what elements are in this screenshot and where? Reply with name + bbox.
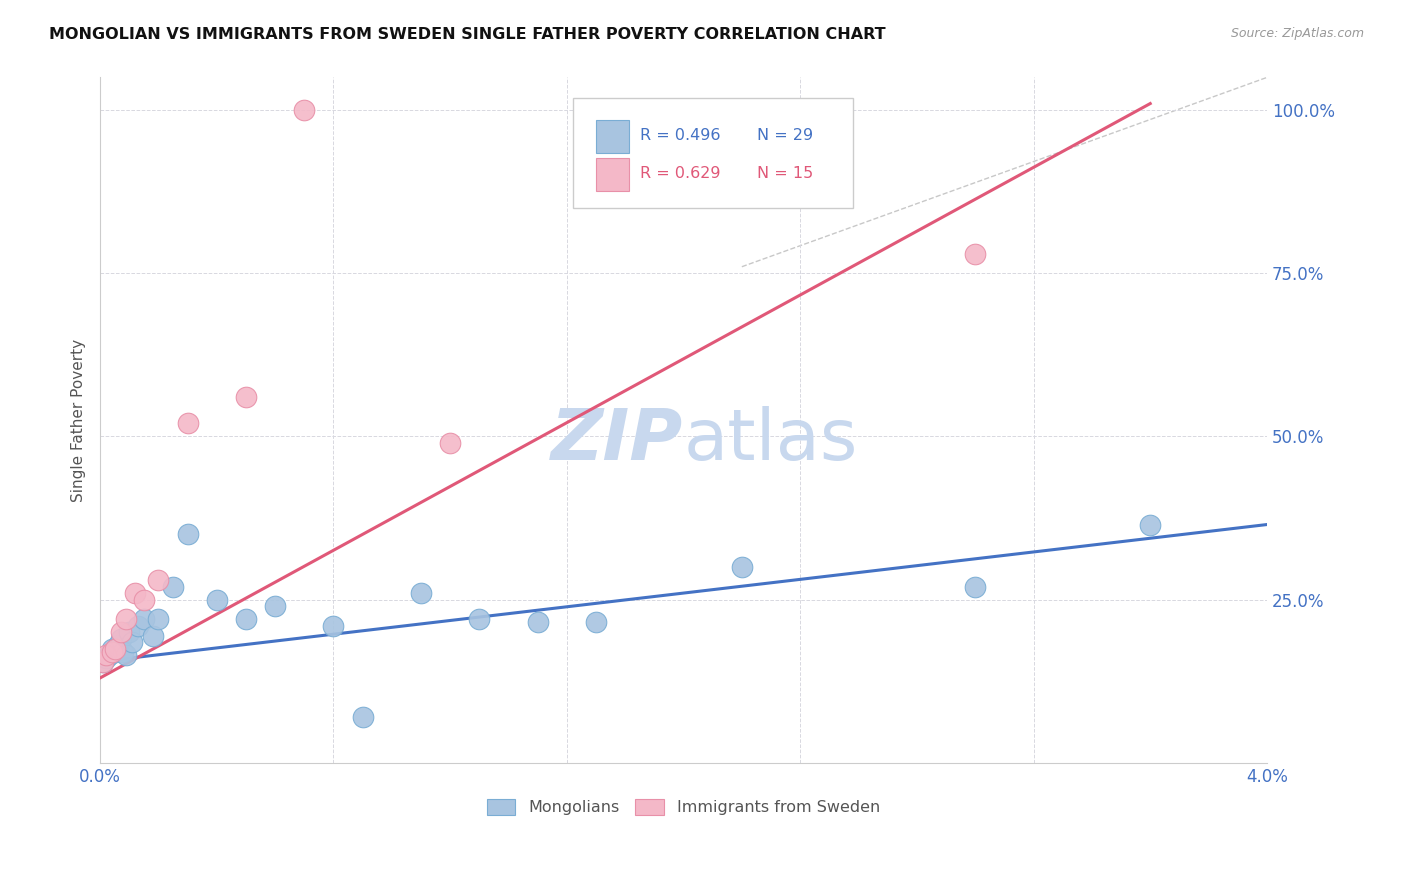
Legend: Mongolians, Immigrants from Sweden: Mongolians, Immigrants from Sweden	[479, 791, 889, 823]
Point	[142, 628, 165, 642]
Point	[104, 645, 127, 659]
Point	[110, 632, 132, 646]
Point	[264, 599, 287, 614]
Bar	[596, 158, 628, 191]
Point	[468, 612, 491, 626]
Point	[124, 586, 146, 600]
Point	[127, 618, 149, 632]
Point	[585, 615, 607, 630]
Y-axis label: Single Father Poverty: Single Father Poverty	[72, 339, 86, 501]
FancyBboxPatch shape	[572, 98, 852, 208]
Text: Source: ZipAtlas.com: Source: ZipAtlas.com	[1230, 27, 1364, 40]
Point	[731, 103, 754, 117]
Point	[115, 612, 138, 626]
Point	[176, 527, 198, 541]
Point	[965, 580, 987, 594]
Text: atlas: atlas	[683, 406, 858, 475]
Point	[110, 625, 132, 640]
Point	[205, 592, 228, 607]
Text: ZIP: ZIP	[551, 406, 683, 475]
Point	[91, 655, 114, 669]
Point	[118, 625, 141, 640]
Point	[132, 612, 155, 626]
Point	[94, 651, 117, 665]
Point	[97, 648, 120, 662]
Point	[107, 638, 129, 652]
Point	[94, 648, 117, 662]
Point	[965, 246, 987, 260]
Point	[235, 390, 257, 404]
Point	[526, 615, 548, 630]
Point	[731, 560, 754, 574]
Point	[132, 592, 155, 607]
Point	[121, 635, 143, 649]
Point	[176, 417, 198, 431]
Point	[112, 645, 135, 659]
Point	[1139, 517, 1161, 532]
Point	[162, 580, 184, 594]
Point	[104, 641, 127, 656]
Text: N = 15: N = 15	[756, 167, 813, 181]
Point	[101, 645, 124, 659]
Text: MONGOLIAN VS IMMIGRANTS FROM SWEDEN SINGLE FATHER POVERTY CORRELATION CHART: MONGOLIAN VS IMMIGRANTS FROM SWEDEN SING…	[49, 27, 886, 42]
Point	[439, 436, 461, 450]
Point	[322, 618, 344, 632]
Point	[235, 612, 257, 626]
Point	[115, 648, 138, 662]
Text: R = 0.496: R = 0.496	[640, 128, 721, 143]
Text: N = 29: N = 29	[756, 128, 813, 143]
Point	[91, 655, 114, 669]
Point	[292, 103, 315, 117]
Point	[352, 710, 374, 724]
Bar	[596, 120, 628, 153]
Point	[409, 586, 432, 600]
Point	[101, 641, 124, 656]
Text: R = 0.629: R = 0.629	[640, 167, 721, 181]
Point	[148, 612, 170, 626]
Point	[148, 573, 170, 587]
